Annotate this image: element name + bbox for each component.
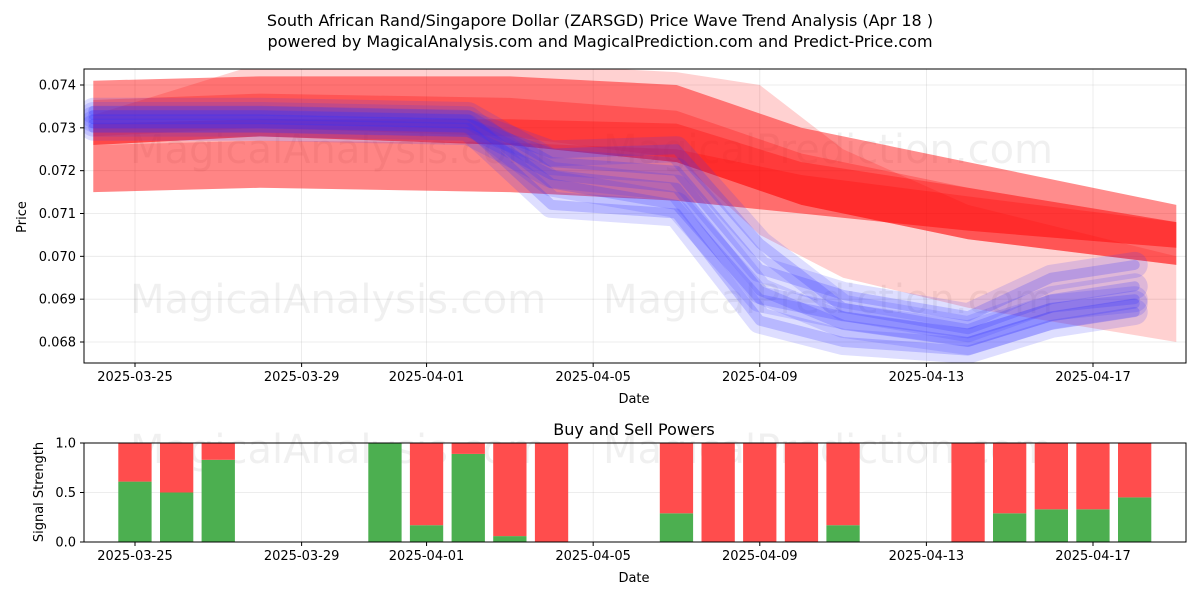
top-watermarks: MagicalAnalysis.com MagicalPrediction.co… [130, 127, 1053, 323]
buy-bar [826, 525, 860, 542]
red-band-core [93, 140, 1177, 248]
sell-bar [784, 443, 819, 542]
bottom-x-tick-label: 2025-04-17 [1055, 549, 1131, 564]
top-y-tick-label: 0.071 [39, 207, 76, 222]
sell-bar [160, 443, 194, 493]
top-x-ticks: 2025-03-25 2025-03-29 2025-04-01 2025-04-05… [97, 363, 1131, 385]
top-x-axis-label: Date [618, 392, 649, 407]
chart-title-line-2: powered by MagicalAnalysis.com and Magic… [267, 32, 932, 51]
red-band-core [93, 93, 1177, 265]
red-wave-bands [93, 69, 1177, 342]
buy-bar [451, 453, 485, 542]
sell-bar [951, 443, 985, 542]
red-band [93, 119, 1177, 248]
buy-bar [160, 492, 194, 542]
chart-title-line-1: South African Rand/Singapore Dollar (ZAR… [267, 11, 933, 30]
top-plot-frame [83, 68, 1187, 364]
blue-wave-band [84, 106, 1148, 343]
red-band [93, 69, 1177, 342]
sell-bar [701, 443, 735, 542]
sell-bar [659, 443, 694, 514]
bottom-y-axis-label: Signal Strength [32, 442, 47, 542]
watermark-prediction-1: MagicalPrediction.com [603, 127, 1053, 173]
bottom-x-axis-label: Date [618, 571, 649, 586]
top-x-tick-label: 2025-03-25 [97, 370, 173, 385]
sell-bar [118, 443, 152, 482]
blue-wave-line [88, 105, 1140, 322]
sell-bar [1118, 443, 1152, 498]
top-y-tick-label: 0.073 [39, 121, 76, 136]
bottom-x-tick-label: 2025-04-09 [722, 549, 798, 564]
top-x-tick-label: 2025-04-09 [722, 370, 798, 385]
top-x-tick-label: 2025-04-17 [1055, 370, 1131, 385]
sell-bar [451, 443, 485, 454]
watermark-prediction-2: MagicalPrediction.com [603, 277, 1053, 323]
bottom-x-ticks: 2025-03-25 2025-03-29 2025-04-01 2025-04-05… [97, 542, 1131, 564]
buy-bar [368, 443, 402, 542]
sell-bar [826, 443, 860, 526]
top-y-ticks: 0.068 0.069 0.070 0.071 0.072 0.073 0.074 [39, 79, 84, 351]
bottom-y-tick-label: 0.5 [55, 486, 76, 501]
bottom-x-tick-label: 2025-04-01 [389, 549, 465, 564]
watermark-analysis-1: MagicalAnalysis.com [130, 127, 546, 173]
bottom-chart-title: Buy and Sell Powers [553, 420, 715, 439]
top-y-tick-label: 0.074 [39, 79, 76, 94]
buy-bar [493, 536, 527, 542]
blue-wave-band [84, 97, 1148, 330]
blue-wave-line [88, 114, 1140, 335]
top-y-tick-label: 0.068 [39, 336, 76, 351]
top-y-axis-label: Price [15, 201, 30, 233]
price-wave-chart: MagicalAnalysis.com MagicalPrediction.co… [15, 68, 1187, 407]
buy-bar [1076, 509, 1110, 542]
sell-bar [993, 443, 1027, 514]
signal-bars [118, 443, 1152, 542]
bottom-x-tick-label: 2025-03-29 [264, 549, 340, 564]
bottom-x-tick-label: 2025-04-13 [889, 549, 965, 564]
blue-wave-band [84, 110, 1148, 363]
bottom-y-tick-label: 1.0 [55, 437, 76, 452]
top-y-tick-label: 0.070 [39, 250, 76, 265]
sell-bar [409, 443, 444, 526]
blue-wave-band [84, 102, 1148, 347]
buy-bar [118, 481, 152, 542]
top-grid [84, 69, 1186, 363]
bottom-y-tick-label: 0.0 [55, 536, 76, 551]
top-y-tick-label: 0.072 [39, 164, 76, 179]
top-x-tick-label: 2025-04-01 [389, 370, 465, 385]
red-band [93, 76, 1177, 265]
sell-bar [1076, 443, 1110, 510]
sell-bar [201, 443, 235, 460]
buy-bar [409, 525, 444, 542]
sell-bar [493, 443, 527, 537]
top-plot-background [84, 69, 1186, 363]
blue-wave-band [84, 114, 1148, 355]
buy-bar [201, 459, 235, 542]
buy-bar [993, 513, 1027, 542]
sell-bar [534, 443, 569, 542]
blue-wave-lines [84, 97, 1148, 363]
buy-bar [1118, 497, 1152, 542]
buy-sell-chart: Buy and Sell Powers MagicalAnalysis.com … [32, 420, 1187, 586]
bottom-y-ticks: 0.0 0.5 1.0 [55, 437, 84, 551]
top-x-tick-label: 2025-04-05 [555, 370, 631, 385]
buy-bar [1034, 509, 1068, 542]
sell-bar [1034, 443, 1068, 510]
top-x-tick-label: 2025-03-29 [264, 370, 340, 385]
blue-wave-line [88, 110, 1140, 339]
sell-bar [743, 443, 777, 542]
bottom-x-tick-label: 2025-03-25 [97, 549, 173, 564]
top-y-tick-label: 0.069 [39, 293, 76, 308]
bottom-x-tick-label: 2025-04-05 [555, 549, 631, 564]
blue-wave-line [88, 118, 1140, 356]
blue-wave-line [88, 122, 1140, 347]
buy-bar [659, 513, 694, 542]
watermark-analysis-2: MagicalAnalysis.com [130, 277, 546, 323]
top-x-tick-label: 2025-04-13 [889, 370, 965, 385]
